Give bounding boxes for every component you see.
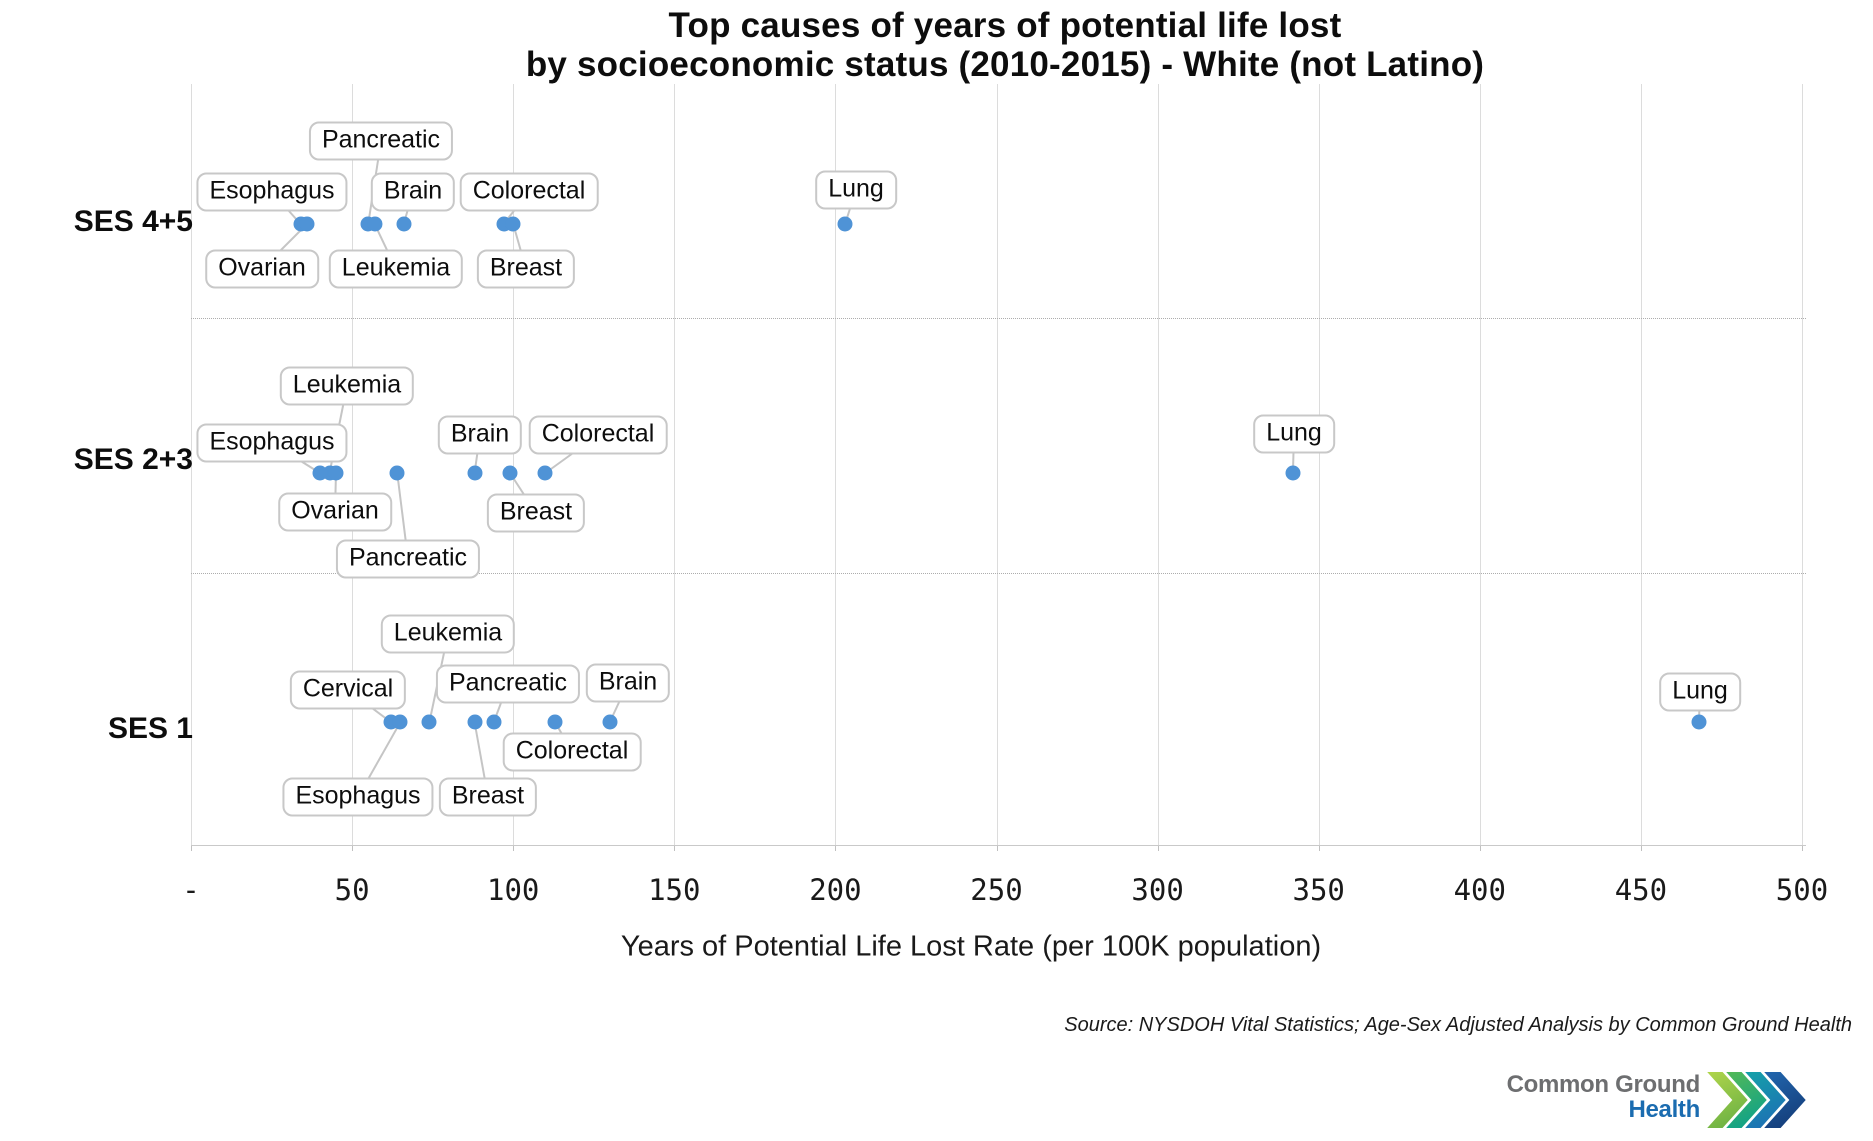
gridline-x-300 [1157, 84, 1159, 845]
logo-line2: Health [1628, 1096, 1700, 1123]
x-axis-line [191, 845, 1806, 846]
data-point-ovarian [328, 465, 344, 481]
callout-cervical: Cervical [289, 670, 407, 710]
data-point-brain [396, 216, 412, 232]
row-label-ses-4-5: SES 4+5 [73, 205, 193, 238]
callout-leukemia: Leukemia [279, 366, 415, 406]
chart-title-line1: Top causes of years of potential life lo… [668, 6, 1342, 45]
gridline-x-500 [1802, 84, 1803, 845]
data-point-brain [602, 714, 618, 730]
x-tick-label: 100 [486, 873, 540, 907]
x-tick-label: 300 [1131, 873, 1184, 907]
x-tick-label: 50 [334, 873, 370, 907]
callout-leukemia: Leukemia [328, 249, 464, 289]
data-point-brain [467, 465, 483, 481]
x-tick-label: - [182, 873, 200, 907]
callout-colorectal: Colorectal [528, 415, 668, 455]
gridline-x-0 [191, 84, 192, 845]
callout-pancreatic: Pancreatic [335, 539, 481, 579]
row-label-ses-1: SES 1 [107, 712, 193, 745]
data-point-lung [1691, 714, 1707, 730]
logo-line1: Common Ground [1506, 1071, 1701, 1098]
callout-lung: Lung [815, 170, 897, 210]
x-tick-label: 500 [1775, 873, 1829, 907]
gridline-x-250 [996, 84, 998, 845]
callout-esophagus: Esophagus [196, 423, 348, 463]
callout-ovarian: Ovarian [205, 249, 319, 289]
gridline-x-50 [352, 84, 354, 845]
row-label-ses-2-3: SES 2+3 [73, 443, 193, 476]
data-point-leukemia [367, 216, 383, 232]
data-point-esophagus [392, 714, 408, 730]
callout-leukemia: Leukemia [380, 614, 516, 654]
gridline-x-350 [1318, 84, 1320, 845]
data-point-colorectal [547, 714, 563, 730]
x-tick-mark [835, 845, 837, 851]
common-ground-health-logo: Common Ground Health [1500, 1070, 1808, 1130]
row-separator-2 [191, 573, 1806, 574]
data-point-pancreatic [486, 714, 502, 730]
x-tick-label: 150 [648, 873, 701, 907]
callout-pancreatic: Pancreatic [435, 664, 581, 704]
gridline-x-400 [1479, 84, 1481, 845]
logo-text: Common Ground Health [1500, 1071, 1701, 1123]
data-point-colorectal [537, 465, 553, 481]
callout-lung: Lung [1253, 414, 1335, 454]
chart-title: Top causes of years of potential life lo… [0, 6, 1873, 84]
x-tick-label: 350 [1292, 873, 1345, 907]
callout-brain: Brain [585, 663, 671, 703]
data-point-breast [467, 714, 483, 730]
x-tick-mark [1157, 845, 1159, 851]
x-tick-mark [1318, 845, 1320, 851]
callout-lung: Lung [1659, 672, 1741, 712]
x-tick-mark [1802, 845, 1803, 851]
gridline-x-100 [513, 84, 515, 845]
gridline-x-200 [835, 84, 837, 845]
gridline-x-450 [1640, 84, 1642, 845]
x-tick-mark [1479, 845, 1481, 851]
callout-colorectal: Colorectal [502, 732, 642, 772]
x-tick-label: 400 [1453, 873, 1506, 907]
x-tick-mark [352, 845, 354, 851]
callout-ovarian: Ovarian [278, 492, 392, 532]
callout-esophagus: Esophagus [282, 777, 434, 817]
x-tick-mark [513, 845, 515, 851]
gridline-x-150 [674, 84, 676, 845]
source-note: Source: NYSDOH Vital Statistics; Age-Sex… [1064, 1014, 1852, 1036]
callout-breast: Breast [438, 777, 538, 817]
x-tick-mark [674, 845, 676, 851]
x-tick-label: 200 [809, 873, 862, 907]
row-separator-1 [191, 318, 1806, 319]
callout-esophagus: Esophagus [196, 172, 348, 212]
callout-breast: Breast [476, 249, 576, 289]
chart-title-line2: by socioeconomic status (2010-2015) - Wh… [525, 45, 1485, 84]
data-point-ovarian [299, 216, 315, 232]
callout-pancreatic: Pancreatic [308, 121, 454, 161]
data-point-lung [1285, 465, 1301, 481]
x-tick-mark [996, 845, 998, 851]
callout-breast: Breast [486, 493, 586, 533]
data-point-pancreatic [389, 465, 405, 481]
chevrons-icon [1704, 1070, 1808, 1130]
x-tick-mark [191, 845, 192, 851]
x-axis-title: Years of Potential Life Lost Rate (per 1… [620, 930, 1322, 963]
data-point-leukemia [421, 714, 437, 730]
data-point-breast [505, 216, 521, 232]
x-tick-label: 250 [970, 873, 1023, 907]
data-point-lung [837, 216, 853, 232]
data-point-esophagus [312, 465, 328, 481]
x-tick-label: 450 [1614, 873, 1668, 907]
x-tick-mark [1640, 845, 1642, 851]
callout-brain: Brain [437, 415, 523, 455]
callout-colorectal: Colorectal [459, 172, 599, 212]
data-point-breast [502, 465, 518, 481]
callout-brain: Brain [370, 172, 456, 212]
